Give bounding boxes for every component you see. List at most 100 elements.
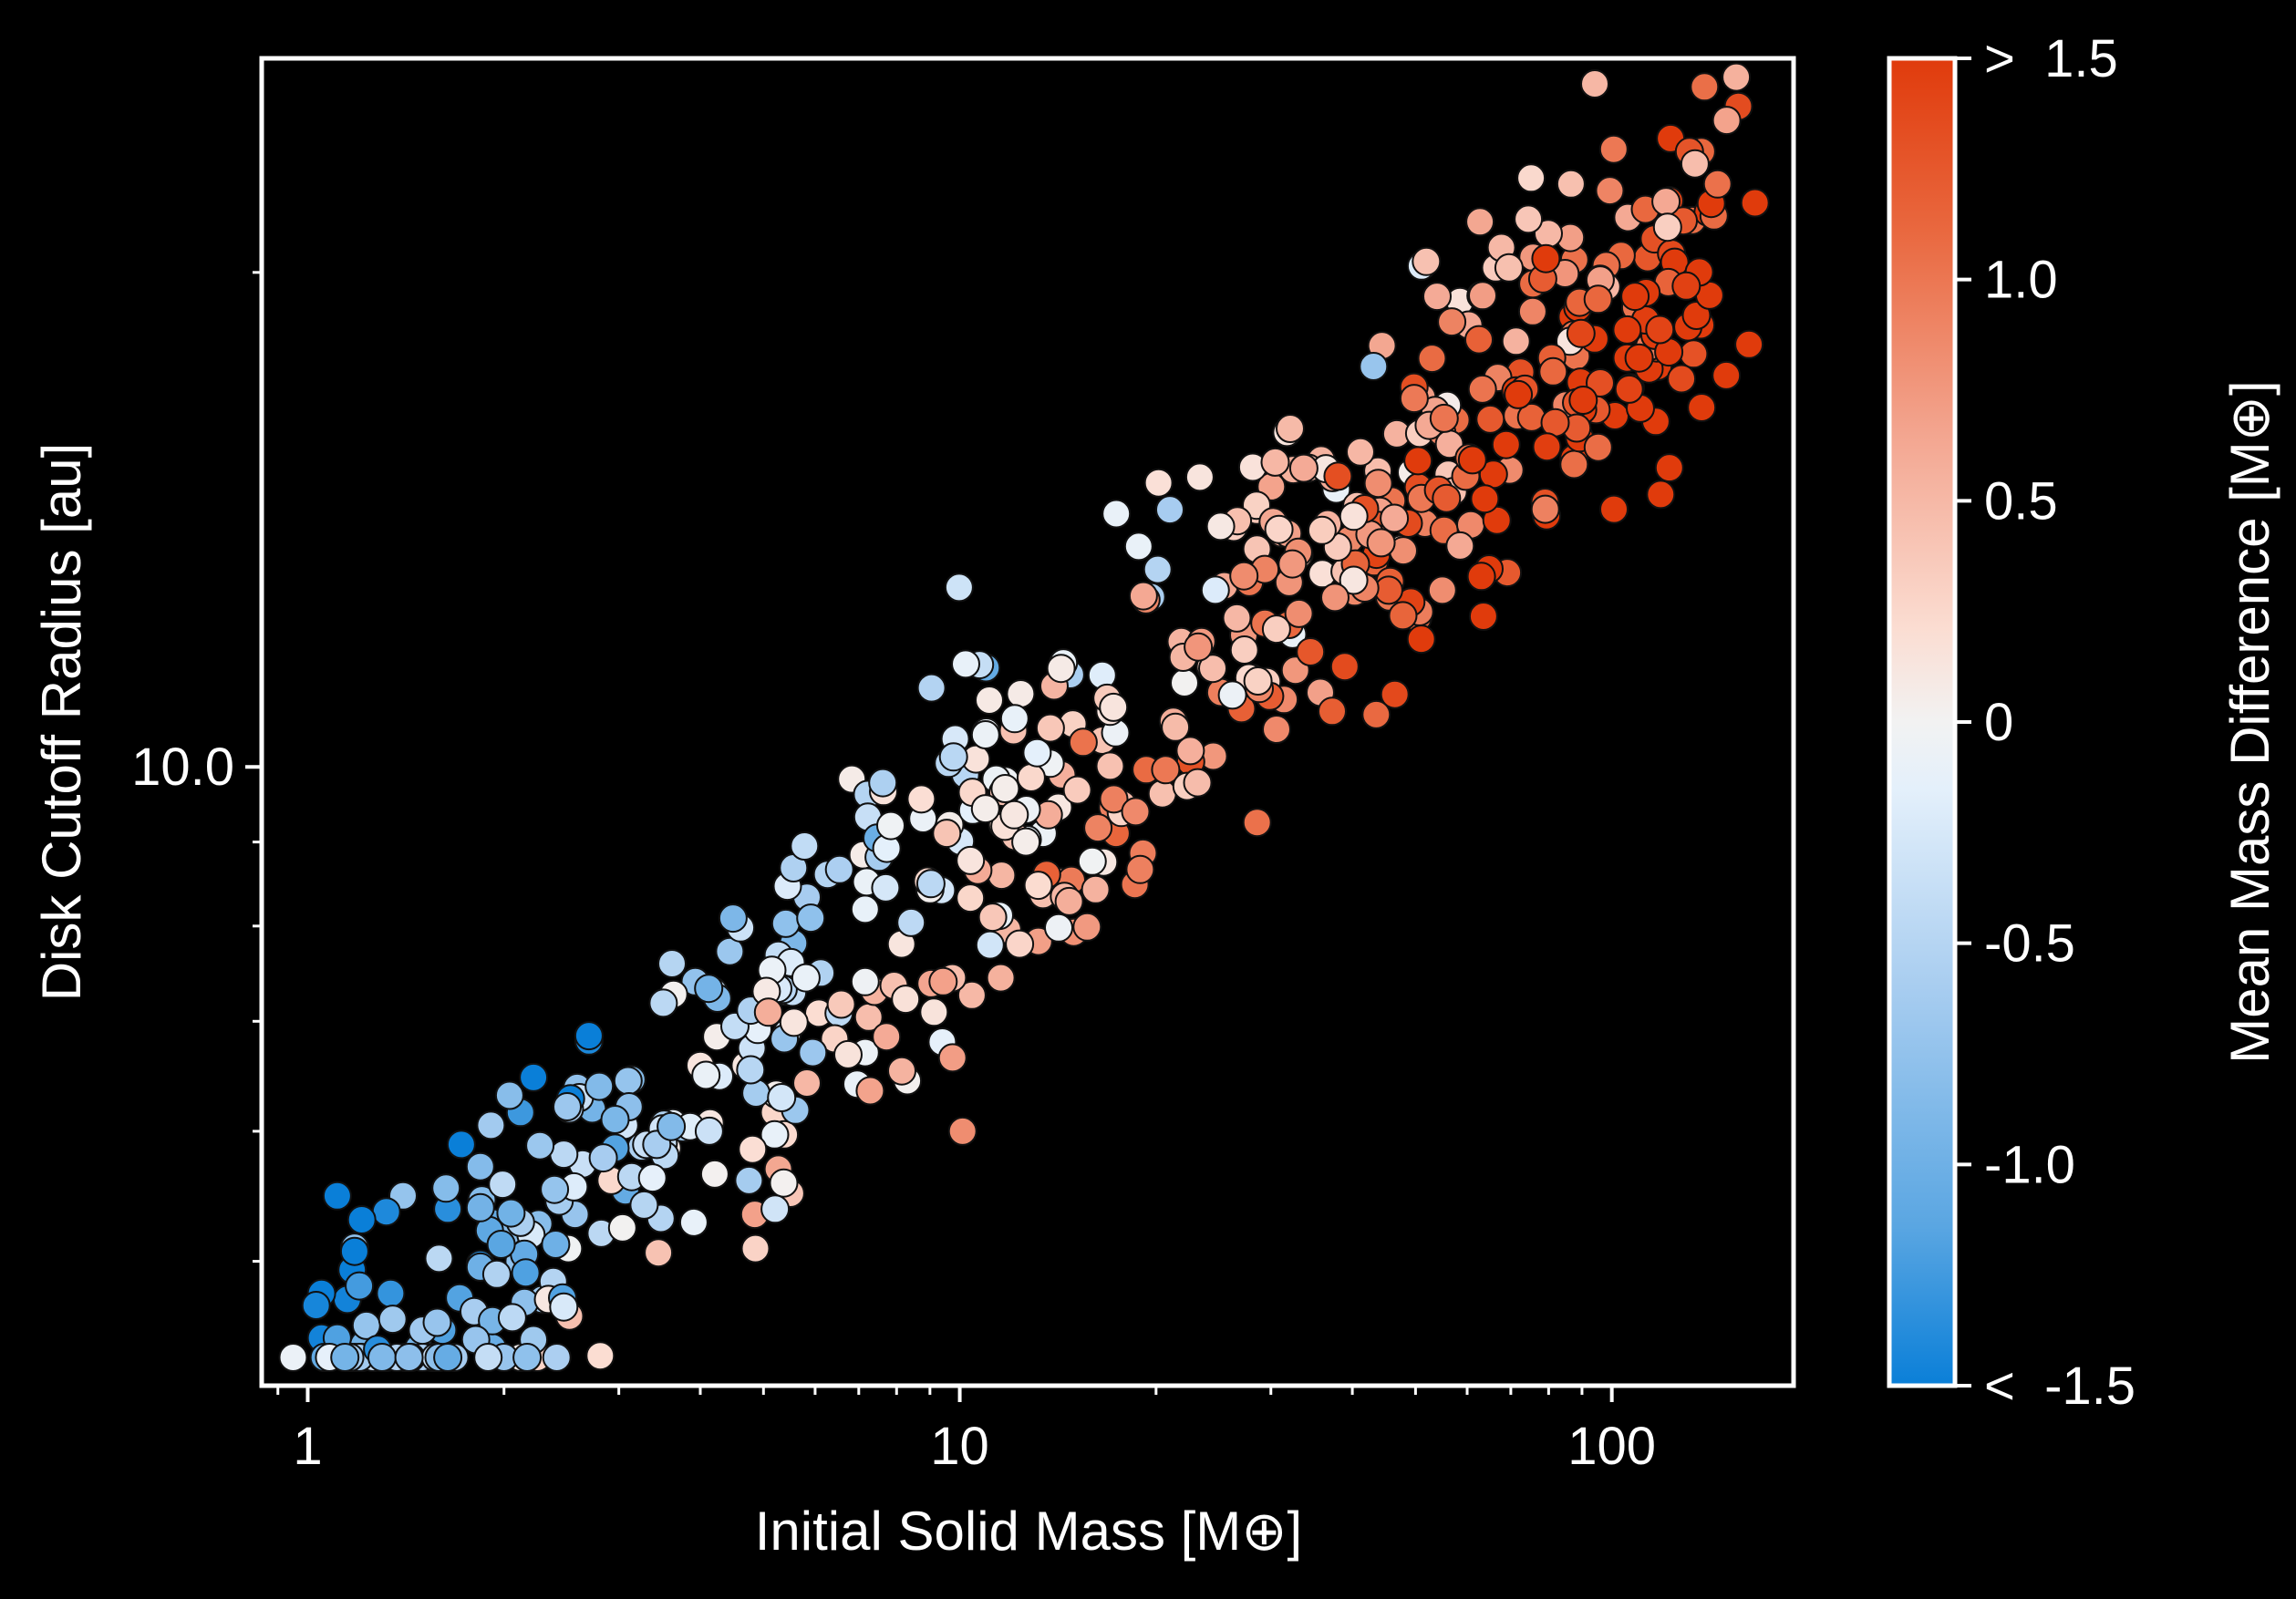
data-point: [1540, 407, 1570, 438]
data-point: [644, 1238, 674, 1268]
data-point: [975, 686, 1004, 715]
data-point: [1296, 637, 1326, 666]
data-point: [1680, 149, 1710, 179]
data-point: [1260, 447, 1290, 477]
data-point: [986, 963, 1016, 993]
data-point: [791, 963, 821, 993]
data-point: [1445, 531, 1475, 561]
data-point: [1538, 356, 1568, 387]
data-point: [540, 1174, 570, 1204]
data-point: [1599, 494, 1629, 524]
data-point: [1586, 368, 1615, 397]
data-point: [1068, 727, 1098, 758]
data-point: [932, 819, 962, 849]
x-axis-title: Initial Solid Mass [M⊕]: [755, 1501, 1302, 1562]
data-point: [956, 845, 986, 875]
data-point: [1612, 315, 1642, 345]
data-point: [1399, 384, 1429, 414]
data-point: [694, 974, 724, 1004]
data-point: [525, 1130, 555, 1161]
data-point: [1598, 134, 1629, 164]
data-point: [1046, 654, 1076, 684]
data-point: [691, 1060, 721, 1090]
data-point: [1099, 784, 1129, 814]
data-point: [339, 1236, 369, 1266]
data-point: [607, 1212, 637, 1243]
data-point: [1432, 483, 1462, 513]
data-point: [771, 908, 801, 938]
data-point: [1229, 561, 1259, 591]
data-point: [1081, 874, 1111, 904]
data-point: [1284, 598, 1314, 628]
data-point: [938, 742, 968, 772]
data-point: [916, 673, 946, 703]
data-point: [1121, 797, 1151, 827]
data-point: [1099, 692, 1129, 722]
data-point: [833, 1039, 863, 1069]
data-point: [1366, 528, 1396, 558]
data-point: [1470, 484, 1500, 514]
data-point: [278, 1343, 308, 1372]
x-tick-label: 1: [293, 1417, 322, 1476]
data-point: [1151, 755, 1181, 785]
data-point: [648, 988, 678, 1018]
data-point: [585, 1341, 615, 1371]
data-point: [600, 1105, 630, 1134]
data-point: [1006, 679, 1036, 708]
data-point: [1494, 253, 1524, 283]
data-point: [1083, 813, 1113, 843]
data-point: [1044, 913, 1073, 943]
data-point: [1712, 106, 1742, 136]
data-point: [694, 1116, 724, 1146]
data-point: [1054, 886, 1084, 916]
data-point: [1681, 301, 1712, 330]
data-point: [767, 1083, 797, 1112]
data-point: [584, 1071, 615, 1101]
data-point: [367, 1343, 397, 1372]
data-point: [519, 1062, 549, 1092]
data-point: [376, 1278, 406, 1308]
data-point: [629, 1190, 659, 1220]
data-point: [1264, 514, 1294, 544]
data-point: [868, 768, 898, 798]
data-point: [1123, 531, 1153, 562]
data-point: [790, 831, 820, 861]
data-point: [1155, 495, 1184, 525]
data-point: [734, 1165, 764, 1195]
data-point: [1346, 437, 1375, 467]
colorbar: > 1.5 1.0 0.5 0 -0.5 -1.0 < -1.5: [1887, 29, 2136, 1416]
data-point: [588, 1143, 618, 1173]
data-point: [512, 1343, 543, 1372]
data-point: [1143, 554, 1173, 584]
data-point: [928, 966, 958, 996]
data-point: [919, 997, 949, 1027]
data-point: [1671, 271, 1701, 301]
data-point: [1380, 679, 1410, 709]
data-point: [970, 794, 1000, 824]
data-point: [1022, 738, 1052, 768]
data-point: [1429, 403, 1459, 433]
data-point: [871, 872, 901, 903]
x-tick-label: 10: [930, 1417, 989, 1476]
data-point: [1654, 453, 1684, 483]
data-point: [1183, 768, 1213, 798]
data-point: [433, 1343, 463, 1372]
data-point: [1403, 446, 1433, 476]
data-point: [431, 1173, 461, 1203]
data-point: [1516, 163, 1546, 193]
data-point: [1262, 715, 1291, 744]
data-point: [740, 1233, 771, 1264]
data-point: [481, 1259, 512, 1289]
data-point: [574, 1021, 604, 1051]
data-point: [1406, 624, 1436, 655]
data-point: [1323, 461, 1353, 491]
data-point: [769, 1168, 799, 1198]
data-point: [1517, 296, 1547, 326]
data-point: [977, 903, 1008, 933]
data-point: [947, 1116, 977, 1146]
data-point: [346, 1205, 377, 1234]
data-point: [718, 903, 748, 934]
data-point: [1531, 243, 1561, 273]
data-point: [1062, 775, 1092, 805]
data-point: [1242, 808, 1272, 838]
